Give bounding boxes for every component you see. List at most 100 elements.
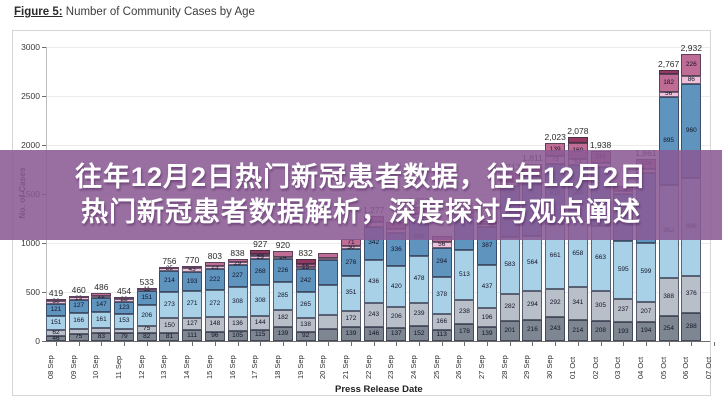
bar-segment-24-Sep: 152 <box>409 326 430 341</box>
bar-segment-17-Sep <box>250 250 271 255</box>
overlay-line-2: 热门新冠患者数据解析，深度探讨与观点阐述 <box>81 197 641 227</box>
x-tick-mark <box>169 342 171 346</box>
x-tick-mark <box>78 342 80 346</box>
x-tick-mark <box>350 342 352 346</box>
bar-segment-14-Sep: 43 <box>182 266 203 273</box>
bar-segment-24-Sep: 239 <box>409 302 430 327</box>
x-tick-label: 04 Oct <box>635 356 645 379</box>
bar-total-label: 770 <box>185 254 200 265</box>
x-tick-label: 20 Sep <box>318 355 328 379</box>
bar-segment-12-Sep: 11 <box>136 286 157 293</box>
y-tick-mark <box>42 96 46 97</box>
bar-segment-04-Oct: 599 <box>635 243 656 302</box>
bar-total-label: 533 <box>139 276 154 287</box>
x-tick-mark <box>146 342 148 346</box>
bar-segment-15-Sep: 272 <box>204 290 225 318</box>
bar-segment-02-Oct: 305 <box>590 290 611 321</box>
x-tick-label: 28 Sep <box>499 355 509 379</box>
x-tick-mark <box>237 342 239 346</box>
bar-segment-15-Sep: 23 <box>204 264 225 270</box>
bar-segment-25-Sep: 56 <box>431 241 452 248</box>
x-tick-mark <box>419 342 421 346</box>
bar-segment-25-Sep: 378 <box>431 276 452 314</box>
bar-segment-17-Sep: 268 <box>250 259 271 286</box>
bar-total-label: 2,078 <box>567 126 589 137</box>
bar-segment-23-Sep: 137 <box>386 327 407 341</box>
bar-segment-04-Oct: 194 <box>635 321 656 341</box>
bar-segment-18-Sep: 182 <box>272 309 293 328</box>
bar-segment-17-Sep: 144 <box>250 315 271 330</box>
bar-total-label: 486 <box>94 282 109 293</box>
bar-segment-08-Sep: 151 <box>46 315 66 331</box>
x-tick-mark <box>464 342 466 346</box>
x-tick-mark <box>577 342 579 346</box>
bar-segment-01-Oct: 214 <box>567 320 588 341</box>
bar-segment-13-Sep: 214 <box>159 270 180 292</box>
bar-segment-12-Sep <box>136 287 157 290</box>
x-tick-label: 19 Sep <box>295 355 305 379</box>
bar-segment-29-Sep: 216 <box>522 319 543 341</box>
y-tick-label: 2000 <box>21 140 40 150</box>
bar-segment-29-Sep: 564 <box>522 235 543 291</box>
bar-segment-26-Sep: 238 <box>454 300 475 324</box>
bar-segment-11-Sep: 153 <box>114 313 135 329</box>
bar-segment-20-Sep <box>318 257 339 261</box>
bar-segment-11-Sep: 28 <box>114 297 135 303</box>
bar-segment-15-Sep: 148 <box>204 317 225 332</box>
bar-segment-30-Sep: 292 <box>545 288 566 318</box>
bar-segment-10-Sep: 147 <box>91 297 112 313</box>
bar-segment-16-Sep: 29 <box>227 260 248 266</box>
y-tick-label: 3000 <box>21 42 40 52</box>
gridline <box>46 47 710 48</box>
bar-segment-13-Sep <box>159 266 180 269</box>
bar-segment-04-Oct: 207 <box>635 301 656 322</box>
bar-segment-11-Sep <box>114 296 135 300</box>
x-tick-label: 07 Oct <box>704 356 713 379</box>
bar-segment-08-Sep: 46 <box>46 335 66 341</box>
bar-segment-06-Oct: 376 <box>681 275 702 313</box>
bar-segment-08-Sep: 121 <box>46 303 66 316</box>
figure-caption: Figure 5: Number of Community Cases by A… <box>14 6 255 18</box>
y-tick-label: 2500 <box>21 91 40 101</box>
bar-total-label: 927 <box>253 239 268 250</box>
x-tick-mark <box>305 342 307 346</box>
bar-segment-10-Sep <box>91 293 112 296</box>
bar-segment-12-Sep: 75 <box>136 326 157 333</box>
x-tick-label: 24 Sep <box>409 355 419 379</box>
figure-title: Number of Community Cases by Age <box>62 6 255 18</box>
bar-segment-13-Sep: 273 <box>159 291 180 319</box>
x-tick-label: 17 Sep <box>250 355 260 379</box>
x-tick-mark <box>396 342 398 346</box>
bar-total-label: 832 <box>298 248 313 259</box>
bar-segment-17-Sep: 308 <box>250 285 271 316</box>
x-tick-mark <box>441 342 443 346</box>
bar-total-label: 419 <box>48 288 64 299</box>
bar-total-label: 756 <box>162 255 177 266</box>
bar-segment-03-Oct: 193 <box>613 322 634 341</box>
bar-segment-22-Sep: 146 <box>363 326 384 341</box>
overlay-banner: 往年12月2日热门新冠患者数据，往年12月2日 热门新冠患者数据解析，深度探讨与… <box>0 150 722 240</box>
x-tick-mark <box>214 342 216 346</box>
bar-segment-16-Sep: 136 <box>227 317 248 331</box>
x-tick-mark <box>487 342 489 346</box>
x-tick-label: 11 Sep <box>114 355 124 379</box>
y-tick-mark <box>42 341 46 342</box>
bar-segment-03-Oct: 595 <box>613 240 634 299</box>
x-tick-mark <box>124 342 126 346</box>
bar-segment-21-Sep: 139 <box>340 327 361 341</box>
bar-segment-09-Sep: 166 <box>68 312 89 329</box>
y-tick-mark <box>42 292 46 293</box>
bar-segment-05-Oct: 254 <box>658 316 679 341</box>
x-tick-label: 12 Sep <box>136 355 146 379</box>
x-tick-mark <box>555 342 557 346</box>
bar-segment-21-Sep: 71 <box>340 239 361 247</box>
bar-segment-19-Sep: 242 <box>295 268 316 293</box>
bar-segment-14-Sep <box>182 265 203 268</box>
bar-segment-20-Sep <box>318 253 339 258</box>
x-tick-label: 05 Oct <box>658 356 668 379</box>
bar-segment-22-Sep: 243 <box>363 302 384 327</box>
bar-segment-18-Sep: 226 <box>272 259 293 282</box>
bar-segment-14-Sep: 127 <box>182 317 203 331</box>
x-tick-mark <box>623 342 625 346</box>
